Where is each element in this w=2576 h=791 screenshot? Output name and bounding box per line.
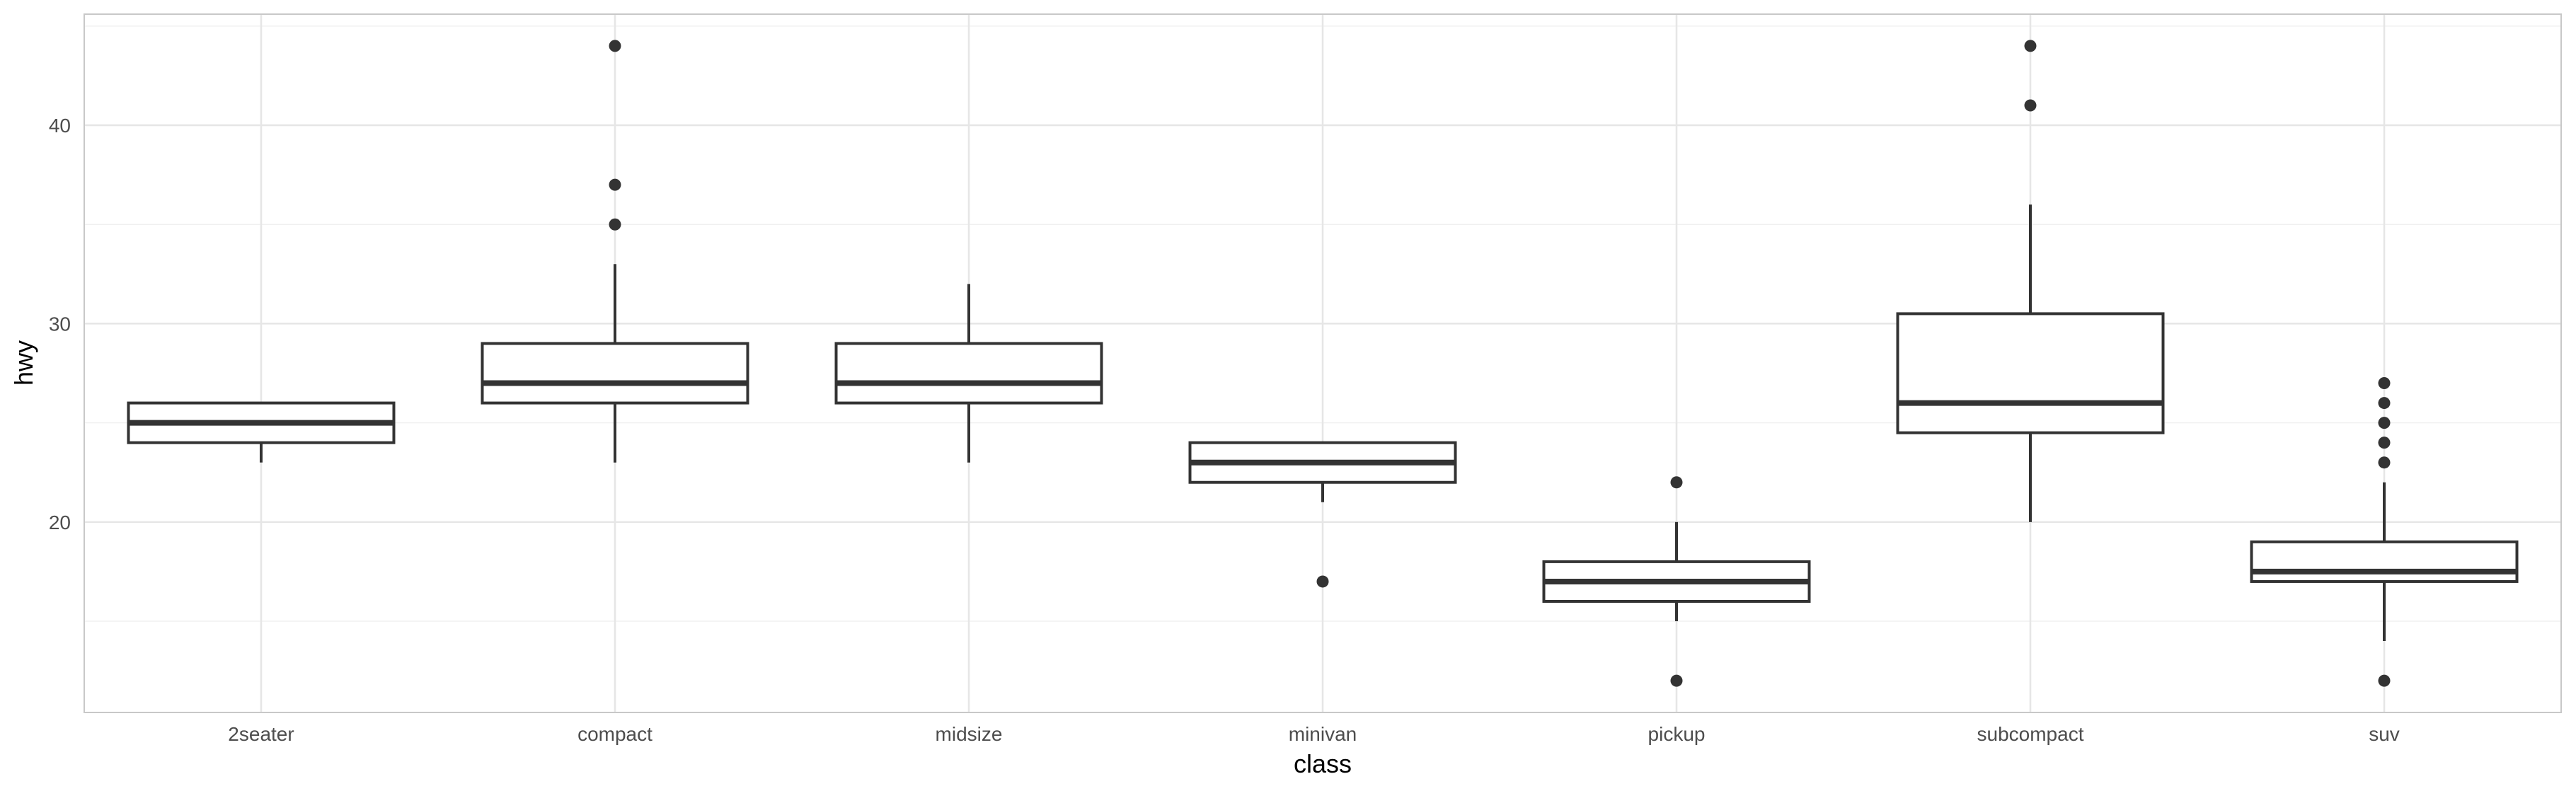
outlier-point (2378, 437, 2391, 449)
box-pickup (1542, 476, 1811, 687)
box-midsize (834, 284, 1103, 463)
y-axis-title: hwy (9, 340, 38, 386)
x-tick-label: midsize (936, 723, 1003, 745)
outlier-point (1670, 674, 1683, 687)
outlier-point (1670, 476, 1683, 489)
y-tick-label: 30 (49, 313, 71, 335)
box-compact (481, 40, 749, 463)
x-axis-title: class (1294, 749, 1352, 778)
y-tick-label: 40 (49, 115, 71, 137)
x-tick-label: 2seater (228, 723, 294, 745)
box-body (834, 342, 1103, 405)
box-suv (2250, 377, 2519, 687)
box-body (481, 342, 749, 405)
outlier-point (609, 218, 621, 231)
x-tick-label: minivan (1289, 723, 1357, 745)
box-2seater (127, 401, 396, 463)
outlier-point (1316, 575, 1329, 588)
outlier-point (609, 178, 621, 191)
outlier-point (2024, 40, 2037, 52)
outlier-point (2378, 397, 2391, 410)
box-body (2250, 540, 2519, 583)
tick-labels: 2seater compact midsize minivan pickup subcom… (49, 115, 2400, 745)
outlier-point (2378, 674, 2391, 687)
box-body (1896, 312, 2165, 434)
outlier-point (2378, 456, 2391, 469)
panel-border (84, 13, 2562, 713)
outlier-point (609, 40, 621, 52)
outlier-point (2024, 99, 2037, 112)
box-layer (127, 40, 2519, 687)
box-subcompact (1896, 40, 2165, 522)
x-tick-label: pickup (1648, 723, 1706, 745)
outlier-point (2378, 377, 2391, 390)
x-tick-label: compact (577, 723, 652, 745)
x-tick-label: subcompact (1977, 723, 2084, 745)
outlier-point (2378, 417, 2391, 429)
box-minivan (1188, 441, 1457, 588)
y-tick-label: 20 (49, 512, 71, 533)
grid-lines (84, 14, 2561, 712)
x-tick-label: suv (2369, 723, 2400, 745)
